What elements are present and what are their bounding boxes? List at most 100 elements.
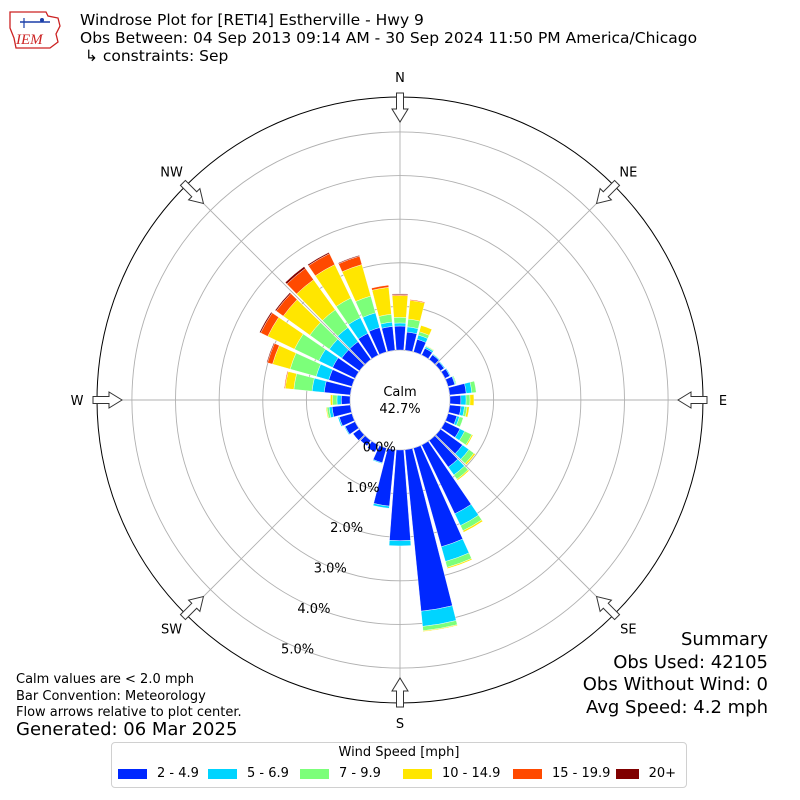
wind-bar-segment [393, 317, 407, 324]
wind-bar-segment [469, 380, 477, 394]
wind-bar-segment [311, 377, 327, 393]
ring-labels: 0.0% 1.0% 2.0% 3.0% 4.0% 5.0% [281, 440, 396, 657]
wind-bar-segment [469, 394, 475, 406]
wind-bar-segment [266, 342, 275, 363]
ring-label: 2.0% [330, 521, 363, 536]
direction-label: N [395, 71, 405, 86]
grid-spoke [185, 185, 365, 365]
wind-bar-segment [372, 503, 390, 509]
chart-constraints: ↳ constraints: Sep [80, 47, 229, 65]
wind-bar-segment [448, 404, 462, 416]
summary-title: Summary [681, 629, 768, 650]
direction-arrow [595, 179, 621, 205]
legend-item: 2 - 4.9 [118, 766, 208, 781]
summary-obs-used: Obs Used: 42105 [613, 651, 768, 673]
wind-bar-segment [337, 416, 343, 427]
chart-subtitle: Obs Between: 04 Sep 2013 09:14 AM - 30 S… [80, 29, 698, 47]
ring-label: 0.0% [363, 440, 396, 455]
grid-ring [349, 349, 451, 451]
wind-bar-segment [391, 293, 409, 296]
legend-swatch [616, 768, 639, 779]
wind-bar-segment [452, 375, 457, 385]
wind-bar-segment [394, 322, 406, 327]
wind-bar-segment [445, 368, 451, 377]
legend-label: 20+ [648, 766, 676, 781]
wind-bar-segment [352, 428, 365, 441]
wind-bar-segment [465, 406, 470, 418]
wind-bar-segment [407, 300, 425, 322]
direction-arrows [92, 92, 708, 708]
calm-note: Calm values are < 2.0 mph [16, 672, 195, 687]
direction-arrow [179, 595, 205, 621]
wind-bar-segment [418, 325, 433, 336]
ring-label: 4.0% [297, 602, 330, 617]
wind-bar-segment [394, 325, 406, 351]
wind-bar-segment [367, 441, 379, 453]
direction-label: S [396, 717, 404, 732]
wind-bar-segment [465, 394, 471, 406]
direction-label: E [719, 394, 727, 409]
legend-label: 2 - 4.9 [157, 766, 199, 781]
legend-label: 10 - 14.9 [442, 766, 501, 781]
grid-spoke [185, 435, 365, 615]
flow-note: Flow arrows relative to plot center. [16, 705, 242, 720]
direction-label: W [71, 394, 84, 409]
legend-item: 7 - 9.9 [300, 766, 403, 781]
ring-label: 1.0% [346, 481, 379, 496]
legend-item: 20+ [616, 766, 676, 781]
legend-swatch [300, 768, 329, 779]
summary-avg-speed: Avg Speed: 4.2 mph [586, 696, 768, 718]
legend-label: 15 - 19.9 [552, 766, 611, 781]
direction-arrow [391, 677, 409, 708]
direction-labels: N NE E SE S SW W NW [71, 71, 728, 732]
wind-bar-segment [341, 395, 351, 405]
wind-bar-segment [388, 540, 412, 547]
legend-item: 15 - 19.9 [513, 766, 616, 781]
wind-bar-segment [259, 311, 273, 334]
wind-bar-segment [336, 395, 342, 405]
wind-bar-segment [307, 252, 330, 267]
legend-title: Wind Speed [mph] [338, 745, 460, 760]
wind-bar-segment [330, 394, 333, 406]
wind-bar-segment [325, 407, 329, 419]
summary-box: Summary Obs Used: 42105 Obs Without Wind… [583, 629, 768, 719]
legend-items: 2 - 4.9 5 - 6.9 7 - 9.9 10 - 14.9 15 - 19.9 2… [118, 766, 676, 781]
legend-swatch [513, 768, 542, 779]
wind-bar-segment [464, 452, 476, 466]
wind-bar-segment [465, 434, 474, 446]
calm-label: Calm [383, 385, 416, 400]
wind-bar-segment [438, 361, 446, 369]
wind-bar-segment [425, 345, 435, 351]
generated-date: Generated: 06 Mar 2025 [16, 719, 238, 740]
legend: Wind Speed [mph] 2 - 4.9 5 - 6.9 7 - 9.9 10… [111, 742, 687, 788]
calm-value: 42.7% [379, 402, 420, 417]
legend-swatch [208, 768, 237, 779]
wind-bar-segment [422, 624, 458, 632]
convention-note: Bar Convention: Meteorology [16, 689, 206, 704]
direction-arrow [677, 391, 708, 409]
wind-bar-segment [293, 373, 315, 392]
ring-label: 3.0% [314, 562, 347, 577]
direction-label: SW [161, 622, 182, 637]
wind-bar-segment [274, 292, 292, 312]
wind-bar-segment [449, 395, 462, 405]
wind-bar-segment [409, 299, 426, 304]
logo-text: IEM [15, 32, 44, 48]
summary-obs-without-wind: Obs Without Wind: 0 [582, 674, 768, 695]
legend-label: 7 - 9.9 [339, 766, 381, 781]
chart-header: Windrose Plot for [RETI4] Estherville - … [80, 11, 697, 65]
wind-bar-segment [360, 435, 372, 447]
wind-bar-segment [446, 558, 473, 569]
wind-bar-segment [462, 519, 484, 533]
iem-logo: IEM [6, 8, 64, 50]
legend-item: 5 - 6.9 [208, 766, 300, 781]
legend-label: 5 - 6.9 [247, 766, 289, 781]
wind-bar-segment [456, 416, 464, 428]
direction-arrow [179, 179, 205, 205]
direction-label: NW [160, 166, 183, 181]
wind-bar-segment [391, 295, 409, 318]
direction-label: SE [620, 622, 636, 637]
grid-spoke [435, 435, 615, 615]
wind-bar-segment [284, 266, 306, 285]
direction-arrow [92, 391, 123, 409]
